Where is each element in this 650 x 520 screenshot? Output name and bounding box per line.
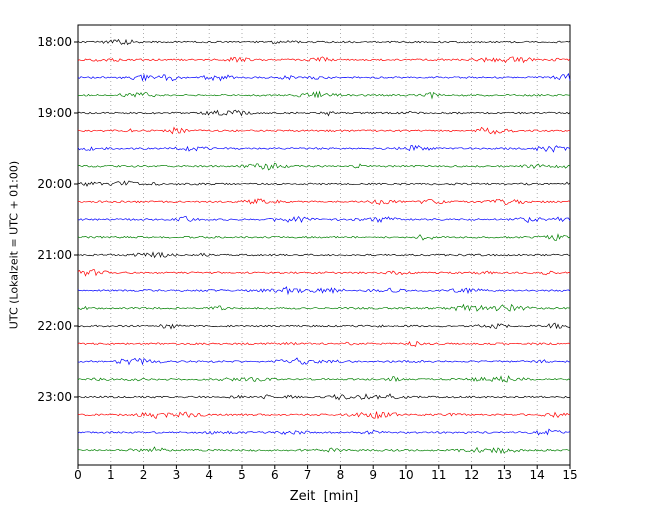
seismic-trace-20:30 bbox=[77, 215, 571, 224]
seismic-trace-19:45 bbox=[77, 162, 571, 171]
seismic-trace-23:15 bbox=[77, 411, 571, 420]
seismic-trace-20:00 bbox=[77, 180, 571, 187]
y-axis-label: UTC (Lokalzeit = UTC + 01:00) bbox=[7, 160, 21, 330]
seismic-trace-23:00 bbox=[77, 393, 571, 401]
seismic-trace-21:15 bbox=[77, 269, 571, 277]
seismic-trace-19:30 bbox=[77, 145, 571, 153]
seismic-trace-20:15 bbox=[77, 198, 571, 206]
seismic-trace-22:15 bbox=[77, 340, 571, 348]
seismic-trace-19:15 bbox=[77, 126, 571, 135]
seismic-trace-18:00 bbox=[77, 38, 571, 46]
x-axis-label: Zeit [min] bbox=[289, 489, 359, 504]
seismic-trace-21:00 bbox=[77, 251, 571, 259]
seismic-trace-22:45 bbox=[77, 375, 571, 383]
seismic-trace-23:45 bbox=[77, 446, 571, 455]
seismic-trace-23:30 bbox=[77, 428, 571, 436]
seismic-trace-18:15 bbox=[77, 56, 571, 64]
seismic-trace-18:30 bbox=[77, 72, 571, 82]
plot-frame bbox=[77, 24, 571, 466]
seismic-trace-21:45 bbox=[77, 303, 571, 312]
seismic-trace-22:00 bbox=[77, 322, 571, 330]
seismic-trace-22:30 bbox=[77, 357, 571, 366]
seismic-trace-18:45 bbox=[77, 90, 571, 100]
seismic-trace-19:00 bbox=[77, 109, 571, 117]
seismic-trace-21:30 bbox=[77, 286, 571, 296]
seismic-trace-20:45 bbox=[77, 233, 571, 241]
